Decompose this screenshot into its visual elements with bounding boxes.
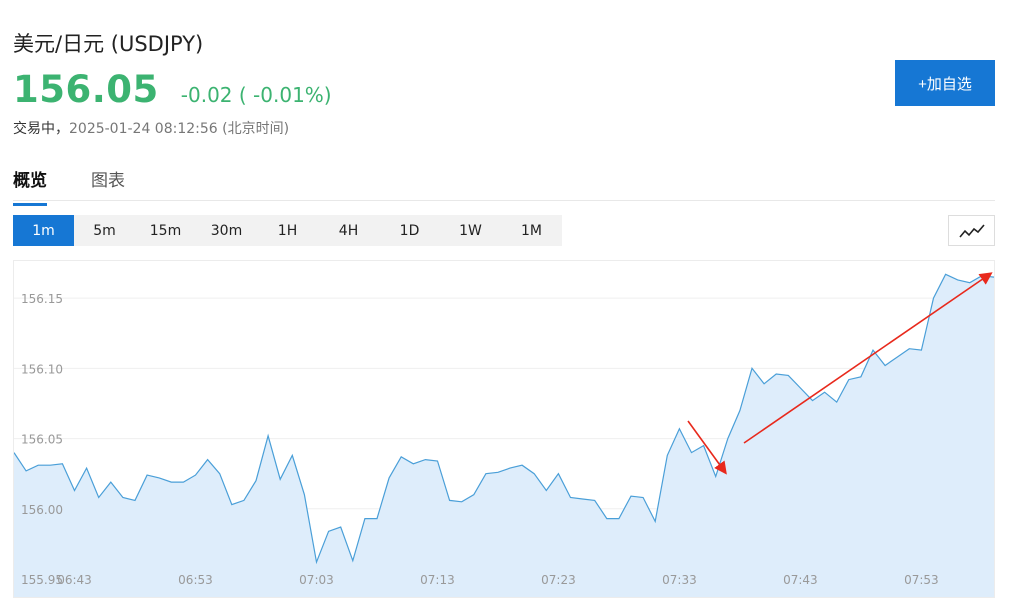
x-tick-label: 07:33 [662, 573, 697, 587]
x-tick-label: 07:23 [541, 573, 576, 587]
instrument-title: 美元/日元 (USDJPY) [13, 32, 204, 56]
price-row: 156.05 -0.02 ( -0.01%) [13, 68, 332, 111]
quote-timestamp: 2025-01-24 08:12:56 (北京时间) [69, 121, 290, 137]
annotation-arrow-dip [687, 420, 727, 475]
trading-status: 交易中，2025-01-24 08:12:56 (北京时间) [13, 118, 289, 138]
range-1d[interactable]: 1D [399, 222, 420, 239]
tab-divider [13, 200, 995, 201]
y-tick-label: 156.10 [21, 362, 63, 376]
price-line [13, 273, 995, 565]
current-price: 156.05 [13, 68, 159, 111]
price-chart: 156.15 156.10 156.05 156.00 155.95 06:43 06:53… [13, 260, 995, 598]
range-30m[interactable]: 30m [210, 222, 243, 239]
tab-overview[interactable]: 概览 [13, 166, 47, 206]
price-change: -0.02 ( -0.01%) [180, 83, 332, 107]
add-to-watchlist-button[interactable]: +加自选 [895, 60, 995, 106]
annotation-arrow-rise [743, 272, 993, 444]
x-tick-label: 07:13 [420, 573, 455, 587]
range-4h[interactable]: 4H [338, 222, 359, 239]
y-tick-label: 156.00 [21, 503, 63, 517]
y-tick-label: 156.05 [21, 433, 63, 447]
range-1w[interactable]: 1W [459, 222, 482, 239]
x-tick-label: 07:03 [299, 573, 334, 587]
timeframe-selector: 1m 5m 15m 30m 1H 4H 1D 1W 1M [13, 215, 562, 246]
range-1mo[interactable]: 1M [521, 222, 542, 239]
chart-type-button[interactable] [948, 215, 995, 246]
y-tick-label: 155.95 [21, 573, 63, 587]
range-1m[interactable]: 1m [13, 215, 74, 246]
line-chart-icon [958, 223, 985, 238]
status-label: 交易中， [13, 121, 69, 137]
x-tick-label: 07:43 [783, 573, 818, 587]
x-tick-label: 06:43 [57, 573, 92, 587]
range-15m[interactable]: 15m [149, 222, 182, 239]
tab-chart[interactable]: 图表 [91, 171, 125, 191]
x-tick-label: 06:53 [178, 573, 213, 587]
price-area-fill [14, 274, 994, 597]
x-tick-label: 07:53 [904, 573, 939, 587]
tab-bar: 概览 图表 [13, 166, 169, 206]
range-1h[interactable]: 1H [277, 222, 298, 239]
range-5m[interactable]: 5m [93, 222, 116, 239]
y-tick-label: 156.15 [21, 292, 63, 306]
